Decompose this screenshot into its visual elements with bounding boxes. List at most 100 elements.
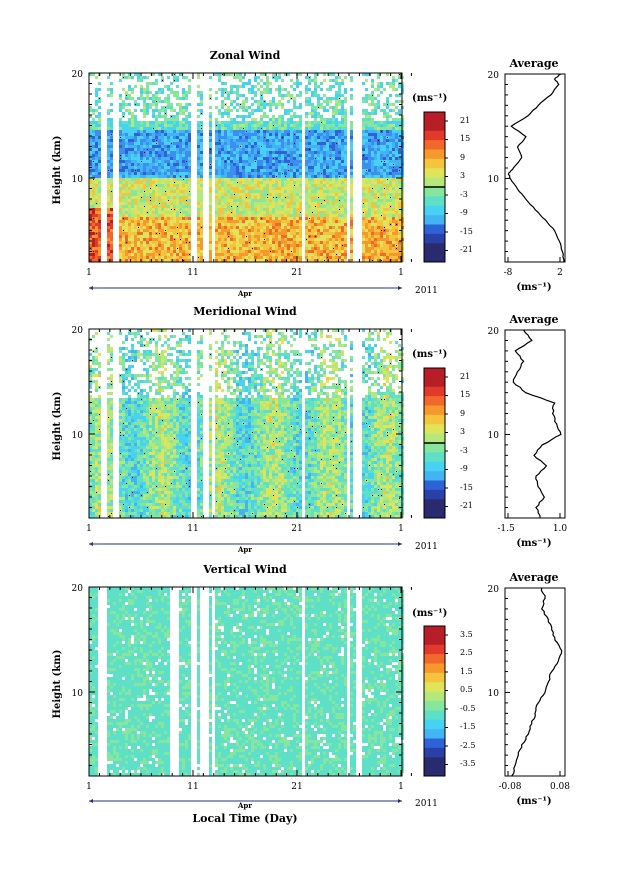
zonal-heatmap-cell <box>332 202 335 205</box>
zonal-heatmap-cell <box>311 172 314 175</box>
zonal-heatmap-cell <box>251 211 254 214</box>
zonal-heatmap-cell <box>314 241 317 244</box>
zonal-heatmap-cell <box>167 193 170 196</box>
zonal-heatmap-cell <box>260 130 263 133</box>
zonal-heatmap-cell <box>110 202 113 205</box>
zonal-heatmap-cell <box>140 190 143 193</box>
zonal-heatmap-cell <box>149 220 152 223</box>
zonal-heatmap-cell <box>89 160 92 163</box>
zonal-heatmap-cell <box>257 109 260 112</box>
zonal-heatmap-cell <box>269 220 272 223</box>
zonal-heatmap-cell <box>248 253 251 256</box>
zonal-heatmap-cell <box>350 211 353 214</box>
zonal-heatmap-cell <box>392 154 395 157</box>
zonal-heatmap-cell <box>125 181 128 184</box>
zonal-heatmap-cell <box>299 220 302 223</box>
zonal-heatmap-cell <box>296 238 299 241</box>
zonal-heatmap-cell <box>350 148 353 151</box>
zonal-heatmap-cell <box>173 142 176 145</box>
zonal-heatmap-cell <box>236 133 239 136</box>
zonal-heatmap-cell <box>218 244 221 247</box>
zonal-heatmap-cell <box>134 250 137 253</box>
zonal-heatmap-cell <box>224 88 227 91</box>
zonal-heatmap-cell <box>284 238 287 241</box>
zonal-heatmap-cell <box>269 154 272 157</box>
zonal-heatmap-cell <box>230 145 233 148</box>
zonal-heatmap-cell <box>344 193 347 196</box>
zonal-heatmap-cell <box>374 112 377 115</box>
zonal-heatmap-cell <box>371 91 374 94</box>
zonal-heatmap-cell <box>164 202 167 205</box>
zonal-heatmap-cell <box>266 211 269 214</box>
zonal-heatmap-cell <box>365 136 368 139</box>
zonal-heatmap-cell <box>110 124 113 127</box>
zonal-heatmap-cell <box>392 229 395 232</box>
zonal-heatmap-cell <box>161 76 164 79</box>
zonal-heatmap-cell <box>296 121 299 124</box>
zonal-heatmap-cell <box>179 145 182 148</box>
zonal-heatmap-cell <box>152 148 155 151</box>
zonal-heatmap-cell <box>362 232 365 235</box>
zonal-heatmap-cell <box>95 124 98 127</box>
zonal-heatmap-cell <box>227 163 230 166</box>
zonal-heatmap-cell <box>185 214 188 217</box>
zonal-heatmap-cell <box>299 205 302 208</box>
zonal-heatmap-cell <box>305 148 308 151</box>
zonal-heatmap-cell <box>377 124 380 127</box>
zonal-heatmap-cell <box>140 217 143 220</box>
zonal-heatmap-cell <box>317 226 320 229</box>
zonal-heatmap-cell <box>251 142 254 145</box>
zonal-heatmap-cell <box>287 220 290 223</box>
zonal-heatmap-cell <box>185 253 188 256</box>
zonal-heatmap-cell <box>170 118 173 121</box>
zonal-heatmap-cell <box>254 232 257 235</box>
zonal-heatmap-cell <box>335 187 338 190</box>
zonal-heatmap-cell <box>296 184 299 187</box>
zonal-heatmap-cell <box>272 127 275 130</box>
zonal-heatmap-cell <box>398 118 401 121</box>
zonal-heatmap-cell <box>350 199 353 202</box>
zonal-heatmap-cell <box>149 211 152 214</box>
zonal-heatmap-cell <box>386 223 389 226</box>
zonal-heatmap-cell <box>350 106 353 109</box>
zonal-heatmap-cell <box>254 205 257 208</box>
zonal-heatmap-cell <box>155 190 158 193</box>
zonal-heatmap-cell <box>158 157 161 160</box>
zonal-heatmap-cell <box>161 199 164 202</box>
zonal-heatmap-cell <box>389 244 392 247</box>
zonal-heatmap-cell <box>209 139 212 142</box>
zonal-heatmap-cell <box>242 220 245 223</box>
zonal-heatmap-cell <box>374 169 377 172</box>
zonal-heatmap-cell <box>317 247 320 250</box>
zonal-heatmap-cell <box>110 211 113 214</box>
zonal-heatmap-cell <box>242 136 245 139</box>
zonal-heatmap-cell <box>392 79 395 82</box>
zonal-heatmap-cell <box>170 253 173 256</box>
zonal-heatmap-cell <box>278 181 281 184</box>
zonal-heatmap-cell <box>338 196 341 199</box>
zonal-heatmap-cell <box>374 136 377 139</box>
zonal-heatmap-cell <box>269 241 272 244</box>
zonal-heatmap-cell <box>290 118 293 121</box>
zonal-heatmap-cell <box>323 211 326 214</box>
zonal-heatmap-cell <box>383 184 386 187</box>
zonal-heatmap-cell <box>167 214 170 217</box>
zonal-heatmap-cell <box>344 247 347 250</box>
zonal-heatmap-cell <box>233 145 236 148</box>
zonal-heatmap-cell <box>152 130 155 133</box>
zonal-heatmap-cell <box>185 169 188 172</box>
zonal-heatmap-cell <box>227 214 230 217</box>
zonal-heatmap-cell <box>185 202 188 205</box>
zonal-heatmap-cell <box>341 136 344 139</box>
zonal-heatmap-cell <box>224 178 227 181</box>
zonal-heatmap-cell <box>383 166 386 169</box>
zonal-heatmap-cell <box>389 160 392 163</box>
zonal-heatmap-cell <box>197 154 200 157</box>
zonal-heatmap-cell <box>263 130 266 133</box>
zonal-heatmap-cell <box>92 244 95 247</box>
zonal-heatmap-cell <box>236 127 239 130</box>
zonal-heatmap-cell <box>266 85 269 88</box>
zonal-heatmap-cell <box>254 145 257 148</box>
zonal-heatmap-cell <box>392 208 395 211</box>
zonal-heatmap-cell <box>209 187 212 190</box>
